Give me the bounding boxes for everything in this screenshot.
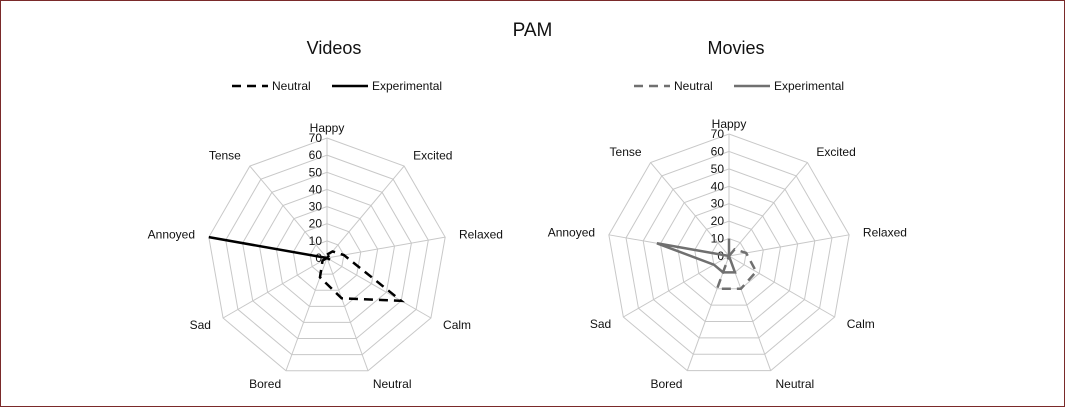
chart-1-axis-label-calm: Calm xyxy=(443,318,471,332)
chart-2-title: Movies xyxy=(707,38,764,58)
chart-2-series-experimental xyxy=(656,238,737,274)
chart-1-axis-label-tense: Tense xyxy=(209,148,241,162)
chart-2-axis-label-excited: Excited xyxy=(816,145,855,159)
chart-2-spoke xyxy=(728,255,835,318)
chart-2-spoke xyxy=(728,162,808,257)
chart-1-axis-label-bored: Bored xyxy=(249,377,281,391)
chart-1-tick-label: 50 xyxy=(309,165,323,179)
chart-2-spoke xyxy=(650,162,730,257)
chart-2-axis-label-neutral: Neutral xyxy=(776,377,815,391)
chart-2-axis-label-relaxed: Relaxed xyxy=(863,225,907,239)
chart-2-axis-label-annoyed: Annoyed xyxy=(548,225,595,239)
chart-1-grid-ring xyxy=(275,206,379,307)
chart-1-spoke xyxy=(326,257,369,371)
chart-1-tick-label: 0 xyxy=(315,251,322,265)
chart-2-tick-label: 60 xyxy=(711,144,725,158)
chart-1-grid-ring xyxy=(225,154,429,356)
chart-2-tick-label: 20 xyxy=(711,214,725,228)
chart-2-grid-ring xyxy=(659,185,799,323)
chart-2-tick-label: 30 xyxy=(711,197,725,211)
chart-2-spoke xyxy=(623,255,730,318)
chart-1-spoke xyxy=(222,257,328,319)
chart-2-grid-ring xyxy=(625,150,833,355)
chart-1-spoke xyxy=(326,236,446,259)
chart-2-series-neutral xyxy=(715,247,758,291)
chart-1-grid-ring xyxy=(309,240,345,275)
chart-1-axis-label-excited: Excited xyxy=(413,148,452,162)
chart-1-axis-label-neutral: Neutral xyxy=(373,377,412,391)
chart-1-grid-ring xyxy=(258,188,396,323)
chart-2-legend-label-experimental: Experimental xyxy=(774,79,844,93)
chart-2-axis-label-bored: Bored xyxy=(650,377,682,391)
chart-1-tick-label: 70 xyxy=(309,131,323,145)
chart-1-spoke xyxy=(326,257,432,319)
chart-2-grid-ring xyxy=(608,133,850,372)
chart-1-axis-label-sad: Sad xyxy=(190,318,211,332)
chart-1-tick-label: 60 xyxy=(309,148,323,162)
chart-1-grid-ring xyxy=(242,171,412,340)
chart-1-grid-ring xyxy=(208,137,446,372)
chart-1-tick-label: 10 xyxy=(309,234,323,248)
chart-2-axis-label-tense: Tense xyxy=(610,145,642,159)
chart-1-axis-label-happy: Happy xyxy=(310,121,345,135)
chart-2-grid-ring xyxy=(642,168,816,339)
chart-2-spoke xyxy=(686,255,730,371)
chart-1-tick-label: 40 xyxy=(309,182,323,196)
chart-2-axis-label-happy: Happy xyxy=(712,117,747,131)
chart-2-spoke xyxy=(728,234,850,257)
chart-1-grid-ring xyxy=(292,223,362,291)
chart-1-axis-label-annoyed: Annoyed xyxy=(148,228,195,242)
chart-2-grid-ring xyxy=(676,203,782,306)
figure-title: PAM xyxy=(512,20,553,41)
chart-2-tick-label: 70 xyxy=(711,127,725,141)
chart-2-axis-label-calm: Calm xyxy=(847,317,875,331)
chart-2-tick-label: 40 xyxy=(711,179,725,193)
chart-1-axis-label-relaxed: Relaxed xyxy=(459,228,503,242)
chart-1-tick-label: 30 xyxy=(309,200,323,214)
chart-2-tick-label: 50 xyxy=(711,162,725,176)
chart-1-title: Videos xyxy=(307,38,362,58)
chart-2-spoke xyxy=(728,255,772,371)
chart-1-series-experimental xyxy=(208,235,331,261)
chart-1-spoke xyxy=(249,165,328,259)
chart-2-tick-label: 10 xyxy=(711,232,725,246)
chart-1-legend-label-neutral: Neutral xyxy=(272,79,311,93)
chart-1-tick-label: 20 xyxy=(309,217,323,231)
chart-2-tick-label: 0 xyxy=(717,249,724,263)
chart-2-axis-label-sad: Sad xyxy=(590,317,611,331)
chart-2-legend-label-neutral: Neutral xyxy=(674,79,713,93)
chart-1-spoke xyxy=(326,165,405,259)
chart-1-legend-label-experimental: Experimental xyxy=(372,79,442,93)
